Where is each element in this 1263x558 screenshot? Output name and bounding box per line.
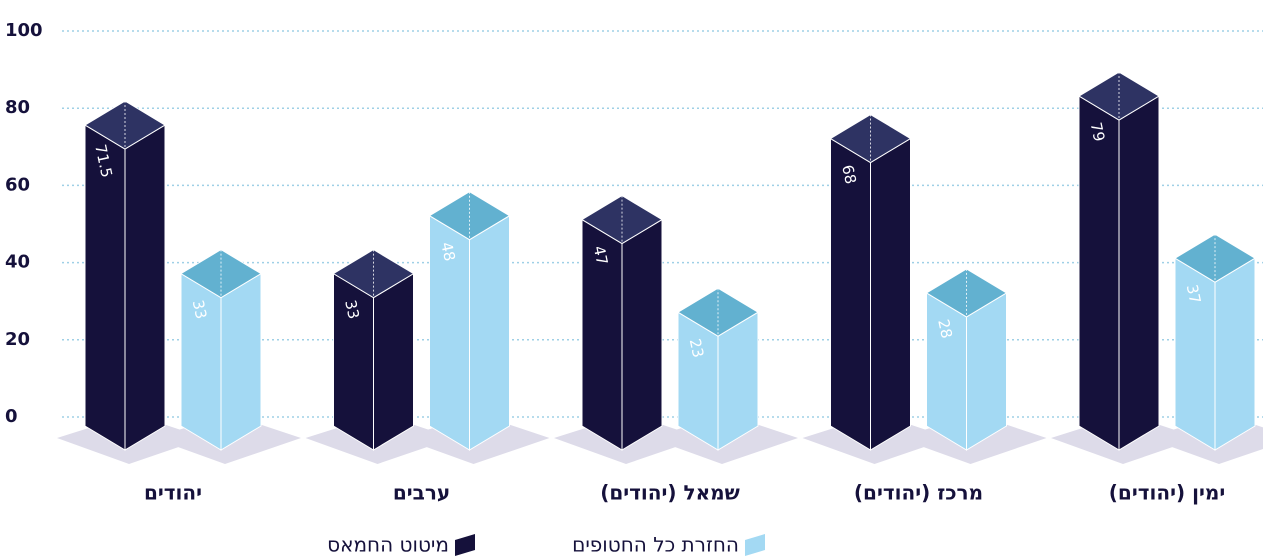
- legend-label: החזרת כל החטופים: [572, 533, 739, 557]
- x-tick-label: מרכז (יהודים): [854, 481, 983, 505]
- bar-right-face: [870, 137, 911, 451]
- value-label: 79: [1087, 121, 1109, 143]
- y-tick-label: 0: [5, 406, 18, 427]
- legend-swatch: [455, 534, 475, 556]
- bar: [332, 249, 415, 451]
- bar: [1174, 233, 1256, 451]
- y-tick-label: 40: [5, 252, 30, 273]
- value-label: 23: [686, 337, 708, 359]
- bar-top: [84, 100, 166, 150]
- value-label: 47: [590, 244, 612, 266]
- bar: [829, 113, 912, 451]
- bar-right-face: [220, 272, 262, 451]
- x-tick-label: ימין (יהודים): [1109, 481, 1225, 505]
- bar: [677, 287, 759, 451]
- y-tick-label: 80: [5, 97, 30, 118]
- bar-right-face: [966, 292, 1007, 451]
- bar-left-face: [1078, 95, 1120, 451]
- bar-left-face: [926, 292, 967, 451]
- bar: [84, 100, 166, 451]
- value-label: 37: [1183, 283, 1205, 305]
- bar-right-face: [124, 124, 166, 451]
- bar: [925, 268, 1008, 451]
- bar-right-face: [1118, 95, 1160, 451]
- bar-right-face: [469, 214, 510, 451]
- bar: [428, 191, 511, 451]
- bar-right-face: [621, 218, 663, 451]
- value-label: 48: [437, 240, 459, 262]
- bar: [180, 249, 262, 451]
- y-tick-label: 60: [5, 174, 30, 195]
- bar-left-face: [830, 137, 871, 451]
- bar: [1078, 71, 1160, 451]
- legend-label: מיטוט החמאס: [327, 533, 449, 557]
- value-label: 28: [934, 318, 956, 340]
- x-tick-label: שמאל (יהודים): [600, 481, 740, 505]
- bar: [581, 194, 663, 451]
- x-tick-label: ערבים: [393, 481, 450, 505]
- value-label: 33: [189, 298, 211, 320]
- bar-right-face: [1214, 257, 1256, 451]
- y-tick-label: 100: [5, 20, 43, 41]
- value-label: 33: [341, 298, 363, 320]
- value-label: 68: [838, 163, 860, 185]
- bar-right-face: [373, 272, 414, 451]
- legend-swatch: [745, 534, 765, 556]
- x-tick-label: יהודים: [144, 481, 202, 505]
- y-tick-label: 20: [5, 329, 30, 350]
